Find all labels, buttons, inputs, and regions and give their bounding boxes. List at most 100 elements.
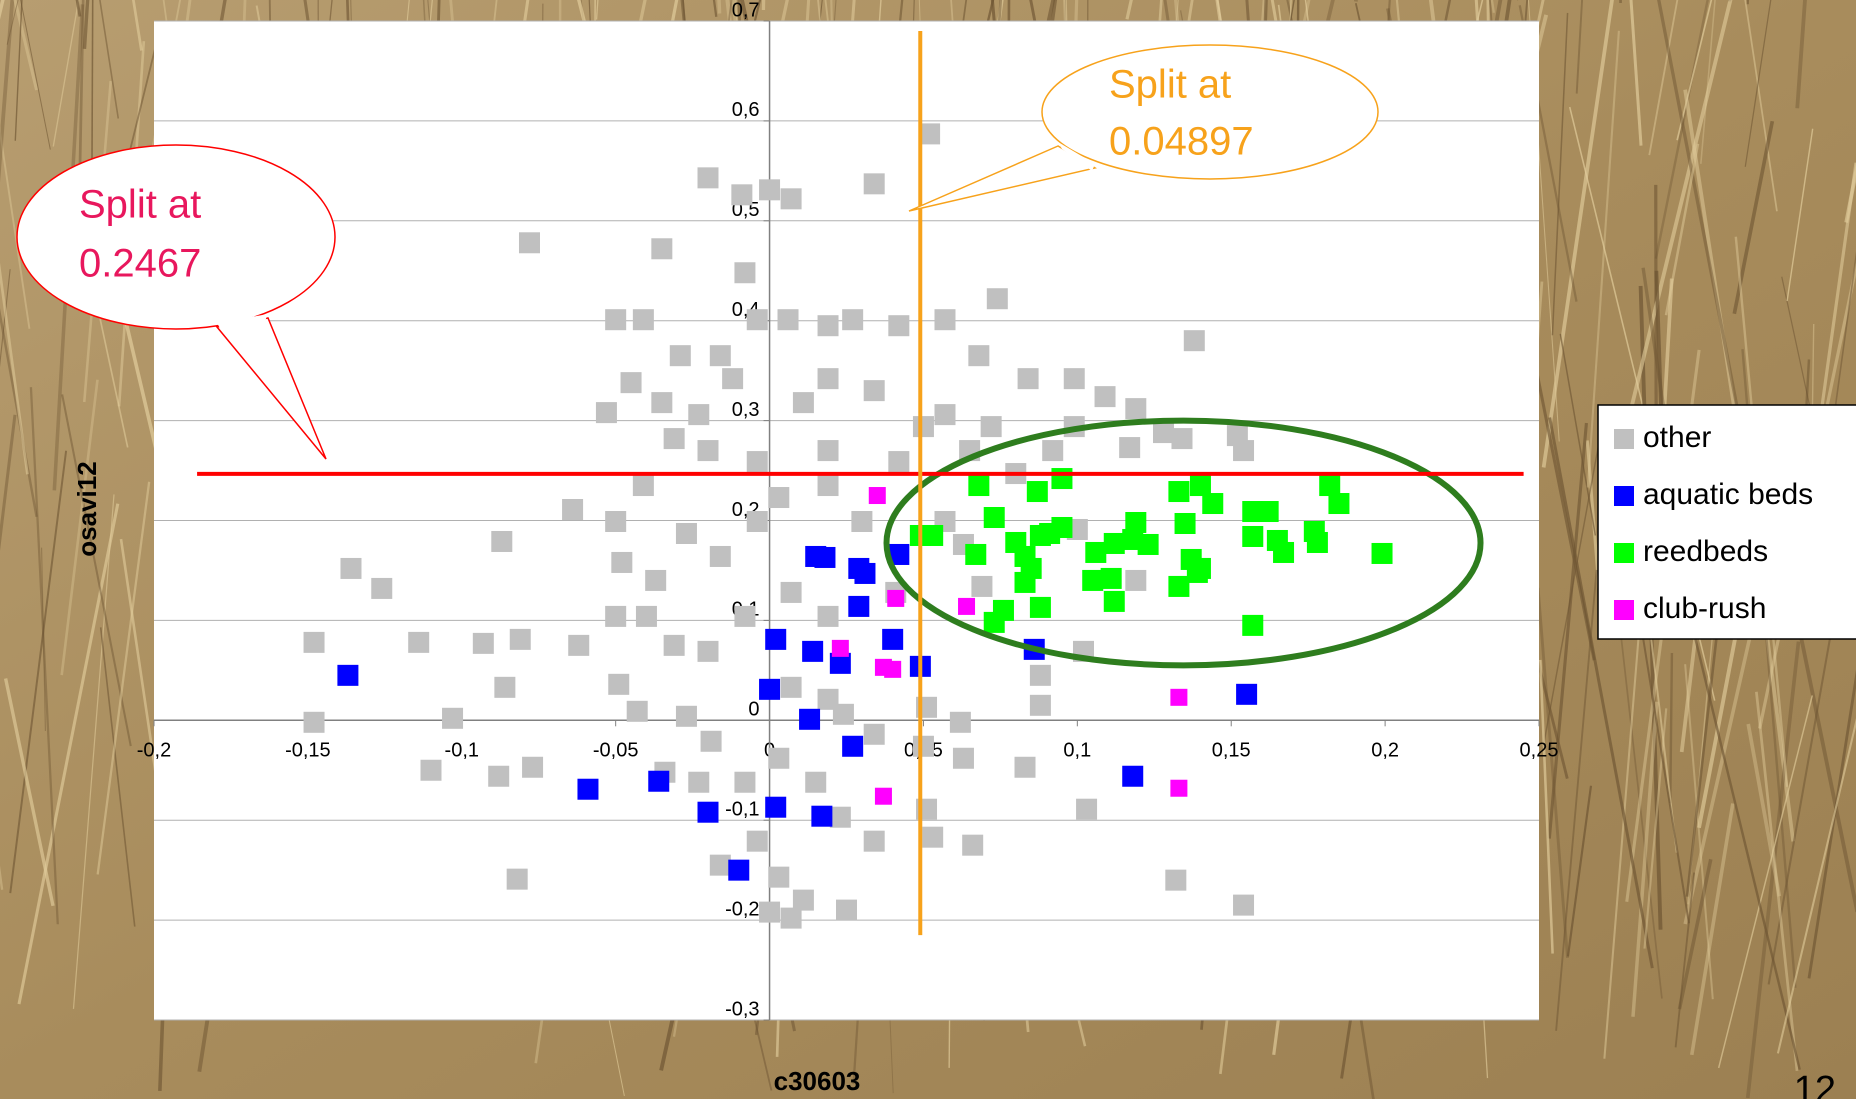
straw-streak xyxy=(1786,128,1814,302)
point xyxy=(842,735,864,757)
x-tick-label: 0,25 xyxy=(1520,740,1559,762)
point xyxy=(1094,386,1116,408)
straw-streak xyxy=(1744,0,1778,212)
point xyxy=(595,402,617,424)
point xyxy=(688,771,710,793)
point xyxy=(491,530,513,552)
point xyxy=(1202,493,1224,515)
legend-marker xyxy=(1614,543,1634,563)
straw-streak xyxy=(1428,0,1445,92)
point xyxy=(1233,440,1255,462)
straw-streak xyxy=(1539,659,1554,954)
point xyxy=(1026,481,1048,503)
point xyxy=(912,735,934,757)
point xyxy=(768,747,790,769)
point xyxy=(854,562,876,584)
y-tick-label: 0,3 xyxy=(732,399,760,421)
point xyxy=(663,634,685,656)
point xyxy=(669,345,691,367)
point xyxy=(780,907,802,929)
point xyxy=(1125,398,1147,420)
point xyxy=(562,499,584,521)
x-tick-label: -0,05 xyxy=(593,740,639,762)
point xyxy=(768,487,790,509)
callout-text: 0.04897 xyxy=(1109,120,1254,164)
point xyxy=(675,705,697,727)
point xyxy=(922,826,944,848)
point xyxy=(1174,512,1196,534)
point xyxy=(1014,756,1036,778)
point xyxy=(759,901,781,923)
point xyxy=(608,673,630,695)
point xyxy=(1183,330,1205,352)
point xyxy=(1168,575,1190,597)
point xyxy=(831,639,849,657)
point xyxy=(697,801,719,823)
point xyxy=(888,451,910,473)
point xyxy=(635,605,657,627)
point xyxy=(814,546,836,568)
straw-streak xyxy=(1548,417,1654,969)
point xyxy=(1328,493,1350,515)
point xyxy=(1029,694,1051,716)
straw-streak xyxy=(1648,0,1679,156)
point xyxy=(1306,531,1328,553)
straw-streak xyxy=(20,0,51,150)
y-tick-label: 0,6 xyxy=(732,99,760,121)
straw-streak xyxy=(1717,695,1813,1069)
point xyxy=(884,660,902,678)
point xyxy=(1063,368,1085,390)
point xyxy=(863,723,885,745)
point xyxy=(1100,567,1122,589)
point xyxy=(817,368,839,390)
point xyxy=(632,475,654,497)
x-tick-label: 0,1 xyxy=(1063,740,1091,762)
point xyxy=(780,188,802,210)
page-number: 12 xyxy=(1794,1069,1836,1099)
point xyxy=(1236,683,1258,705)
point xyxy=(709,345,731,367)
straw-streak xyxy=(1697,612,1742,829)
point xyxy=(697,167,719,189)
highlight-ellipse xyxy=(883,417,1484,669)
point xyxy=(1233,894,1255,916)
point xyxy=(472,632,494,654)
point xyxy=(632,309,654,331)
straw-streak xyxy=(1559,333,1597,536)
point xyxy=(1125,511,1147,533)
point xyxy=(986,288,1008,310)
x-tick-label: 0,2 xyxy=(1371,740,1399,762)
point xyxy=(888,543,910,565)
straw-streak xyxy=(1684,664,1714,1000)
x-tick-label: -0,15 xyxy=(285,740,331,762)
straw-streak xyxy=(1541,0,1614,468)
point xyxy=(1014,571,1036,593)
point xyxy=(700,730,722,752)
point xyxy=(962,834,984,856)
point xyxy=(912,416,934,438)
point xyxy=(887,589,905,607)
point xyxy=(645,569,667,591)
point xyxy=(620,372,642,394)
point xyxy=(780,581,802,603)
point xyxy=(518,232,540,254)
point xyxy=(408,631,430,653)
point xyxy=(371,577,393,599)
point xyxy=(1122,765,1144,787)
straw-streak xyxy=(0,125,31,329)
point xyxy=(919,123,941,145)
point xyxy=(863,380,885,402)
point xyxy=(1119,437,1141,459)
straw-streak xyxy=(52,0,80,147)
straw-streak xyxy=(3,678,55,907)
straw-streak xyxy=(1555,569,1598,1031)
point xyxy=(968,475,990,497)
straw-streak xyxy=(1637,606,1690,924)
point xyxy=(494,676,516,698)
point xyxy=(836,899,857,921)
straw-streak xyxy=(29,387,59,925)
straw-streak xyxy=(0,0,15,183)
point xyxy=(1076,798,1098,820)
point xyxy=(817,605,839,627)
